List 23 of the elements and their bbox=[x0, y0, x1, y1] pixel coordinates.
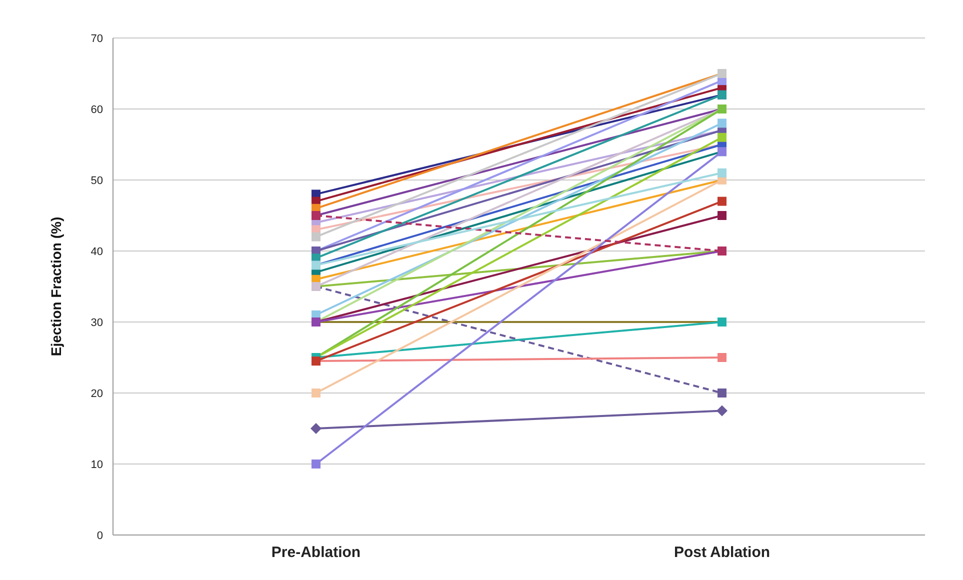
y-tick-label: 50 bbox=[90, 174, 103, 187]
point bbox=[718, 196, 726, 206]
point bbox=[718, 353, 726, 362]
y-axis-title: Ejection Fraction (%) bbox=[48, 216, 64, 356]
point bbox=[310, 423, 322, 434]
point bbox=[718, 388, 726, 398]
y-tick-label: 30 bbox=[90, 316, 103, 329]
y-tick-label: 70 bbox=[90, 32, 103, 45]
x-tick-label: Post Ablation bbox=[674, 544, 770, 561]
y-tick-label: 20 bbox=[90, 388, 103, 400]
point bbox=[718, 132, 726, 142]
point bbox=[716, 405, 728, 416]
point bbox=[312, 232, 320, 242]
point bbox=[718, 168, 726, 178]
point bbox=[312, 388, 320, 398]
point bbox=[718, 118, 726, 128]
y-tick-label: 40 bbox=[90, 246, 103, 258]
point bbox=[312, 460, 320, 468]
y-tick-label: 60 bbox=[90, 104, 103, 116]
y-tick-label: 10 bbox=[90, 458, 103, 471]
x-tick-label: Pre-Ablation bbox=[271, 544, 361, 561]
point bbox=[718, 211, 726, 220]
y-tick-label: 0 bbox=[96, 530, 103, 542]
